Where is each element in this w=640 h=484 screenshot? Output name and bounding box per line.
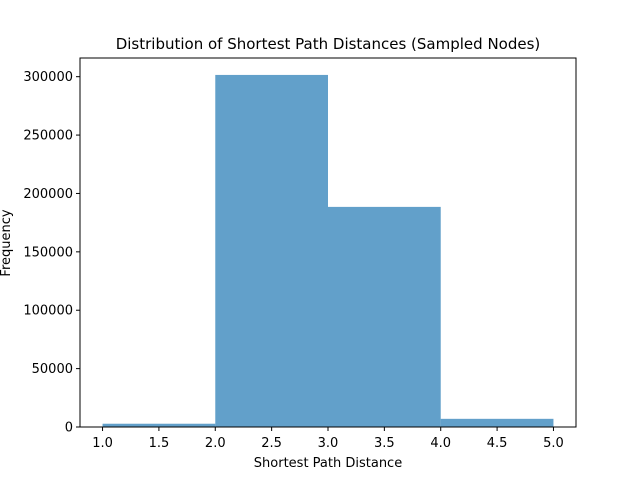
- histogram-bar-4: [440, 418, 554, 427]
- bars-group: [102, 74, 554, 428]
- y-axis-title: Frequency: [0, 209, 14, 276]
- x-tick-label: 3.5: [374, 436, 395, 451]
- x-tick-label: 2.5: [261, 436, 282, 451]
- chart-title: Distribution of Shortest Path Distances …: [116, 35, 541, 53]
- histogram-bar-1: [102, 423, 216, 427]
- x-axis-title: Shortest Path Distance: [254, 456, 402, 471]
- y-tick-label: 300000: [23, 70, 73, 85]
- x-axis-ticks: 1.0 1.5 2.0 2.5 3.0 3.5 4.0 4.5 5.0: [92, 427, 564, 451]
- y-tick-label: 50000: [32, 362, 73, 377]
- y-tick-label: 200000: [23, 187, 73, 202]
- y-tick-label: 250000: [23, 129, 73, 144]
- x-tick-label: 5.0: [543, 436, 564, 451]
- x-tick-label: 4.5: [487, 436, 508, 451]
- y-tick-label: 100000: [23, 304, 73, 319]
- x-tick-label: 3.0: [318, 436, 339, 451]
- y-axis-ticks: 0 50000 100000 150000 200000 250000 300000: [23, 70, 80, 436]
- histogram-bar-3: [328, 206, 441, 427]
- histogram-bar-2: [215, 74, 328, 428]
- y-tick-label: 0: [65, 421, 73, 436]
- y-tick-label: 150000: [23, 245, 73, 260]
- x-tick-label: 1.0: [92, 436, 113, 451]
- x-tick-label: 2.0: [205, 436, 226, 451]
- x-tick-label: 4.0: [430, 436, 451, 451]
- x-tick-label: 1.5: [149, 436, 170, 451]
